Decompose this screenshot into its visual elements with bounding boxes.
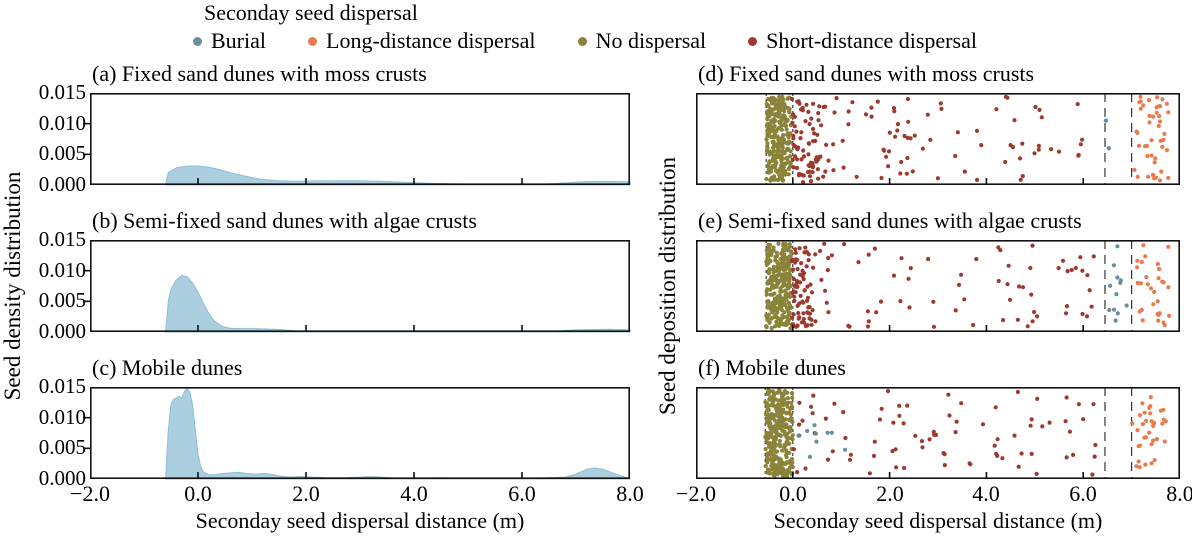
- panel-f-scatter-plot: [696, 387, 1180, 480]
- y-tick-label: 0.000: [38, 466, 86, 490]
- burial-marker-icon: [193, 36, 202, 46]
- x-tick-label: −2.0: [676, 481, 716, 506]
- y-tick-label: 0.000: [38, 172, 86, 196]
- legend-item-no-dispersal: No dispersal: [577, 28, 707, 54]
- x-tick-label: 0.0: [779, 481, 807, 506]
- panel-d-title: (d) Fixed sand dunes with moss crusts: [698, 61, 1035, 86]
- x-tick-label: 4.0: [972, 481, 1000, 506]
- right-y-axis-label: Seed deposition distribution: [655, 156, 680, 416]
- right-x-axis-label: Seconday seed dispersal distance (m): [773, 508, 1103, 533]
- legend-label-burial: Burial: [211, 28, 266, 53]
- x-tick-label: 2.0: [876, 481, 904, 506]
- x-tick-label: 2.0: [292, 481, 320, 506]
- legend-item-short-distance: Short-distance dispersal: [748, 28, 977, 54]
- legend-label-short-distance: Short-distance dispersal: [766, 28, 977, 53]
- y-tick-label: 0.005: [38, 288, 86, 312]
- legend-item-burial: Burial: [193, 28, 266, 54]
- y-tick-label: 0.000: [38, 319, 86, 343]
- panel-a-density-plot: [83, 93, 631, 186]
- y-tick-label: 0.010: [38, 405, 86, 429]
- x-tick-label: 8.0: [616, 481, 644, 506]
- panel-a-title: (a) Fixed sand dunes with moss crusts: [92, 61, 427, 86]
- panel-b-title: (b) Semi-fixed sand dunes with algae cru…: [92, 208, 477, 233]
- x-tick-label: 6.0: [1069, 481, 1097, 506]
- y-tick-label: 0.015: [38, 227, 86, 251]
- legend-item-long-distance: Long-distance dispersal: [308, 28, 536, 54]
- panel-c-title: (c) Mobile dunes: [92, 355, 243, 380]
- y-tick-label: 0.005: [38, 141, 86, 165]
- x-tick-label: −2.0: [70, 481, 110, 506]
- short-distance-marker-icon: [748, 36, 758, 46]
- x-tick-label: 8.0: [1166, 481, 1192, 506]
- left-x-axis-label: Seconday seed dispersal distance (m): [195, 508, 525, 533]
- x-tick-label: 6.0: [508, 481, 536, 506]
- no-dispersal-marker-icon: [577, 36, 587, 46]
- y-tick-label: 0.015: [38, 374, 86, 398]
- panel-f-title: (f) Mobile dunes: [698, 355, 846, 380]
- y-tick-label: 0.015: [38, 80, 86, 104]
- left-y-axis-label: Seed density distribution: [0, 171, 25, 401]
- y-tick-label: 0.010: [38, 111, 86, 135]
- y-tick-label: 0.005: [38, 435, 86, 459]
- legend-title: Seconday seed dispersal: [204, 0, 418, 25]
- x-tick-label: 0.0: [184, 481, 212, 506]
- y-tick-label: 0.010: [38, 258, 86, 282]
- legend: Burial Long-distance dispersal No disper…: [193, 28, 977, 54]
- panel-e-scatter-plot: [696, 240, 1180, 333]
- long-distance-marker-icon: [308, 36, 317, 46]
- x-tick-label: 4.0: [400, 481, 428, 506]
- panel-b-density-plot: [83, 240, 631, 333]
- panel-e-title: (e) Semi-fixed sand dunes with algae cru…: [698, 208, 1082, 233]
- panel-d-scatter-plot: [696, 93, 1180, 186]
- legend-label-long-distance: Long-distance dispersal: [326, 28, 536, 53]
- legend-label-no-dispersal: No dispersal: [595, 28, 707, 53]
- panel-c-density-plot: [83, 387, 631, 480]
